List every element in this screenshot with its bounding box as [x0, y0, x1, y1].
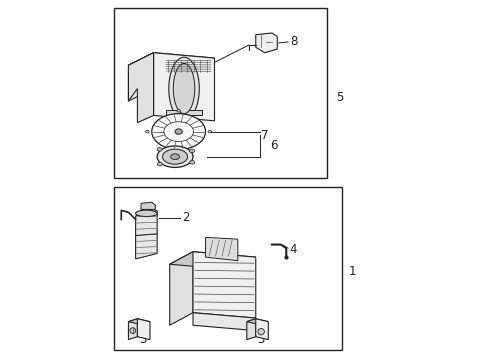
Polygon shape [256, 319, 269, 339]
Ellipse shape [152, 114, 205, 149]
Polygon shape [128, 319, 137, 339]
Text: 1: 1 [349, 265, 357, 278]
Circle shape [130, 328, 136, 333]
Polygon shape [128, 53, 215, 72]
Bar [114, 187, 342, 350]
Polygon shape [153, 53, 215, 121]
Ellipse shape [208, 130, 212, 133]
Polygon shape [128, 53, 153, 101]
Polygon shape [141, 202, 155, 210]
Ellipse shape [190, 149, 195, 153]
Polygon shape [128, 319, 150, 324]
Polygon shape [247, 319, 269, 324]
Text: 4: 4 [290, 243, 297, 256]
Polygon shape [205, 237, 238, 261]
Polygon shape [256, 33, 277, 53]
Text: 6: 6 [270, 139, 278, 152]
Ellipse shape [177, 151, 180, 154]
Polygon shape [137, 319, 150, 339]
Polygon shape [166, 110, 202, 116]
Ellipse shape [157, 146, 193, 167]
Ellipse shape [190, 161, 195, 164]
Polygon shape [128, 53, 153, 123]
Ellipse shape [146, 130, 149, 133]
Polygon shape [193, 252, 256, 318]
Text: 2: 2 [182, 211, 190, 224]
Ellipse shape [177, 109, 180, 112]
Ellipse shape [173, 63, 195, 114]
Text: 3: 3 [257, 333, 265, 346]
Polygon shape [247, 319, 256, 339]
Polygon shape [170, 252, 193, 325]
Ellipse shape [157, 162, 162, 166]
Text: 8: 8 [290, 35, 297, 49]
Ellipse shape [175, 129, 182, 134]
Circle shape [258, 328, 265, 335]
Polygon shape [136, 211, 157, 259]
Text: 7: 7 [261, 129, 269, 142]
Polygon shape [170, 252, 256, 270]
Ellipse shape [169, 57, 199, 120]
Ellipse shape [171, 154, 179, 159]
Ellipse shape [136, 210, 157, 217]
Ellipse shape [163, 149, 188, 164]
Bar [114, 8, 327, 178]
Text: 3: 3 [139, 333, 147, 346]
Polygon shape [193, 313, 256, 330]
Ellipse shape [157, 148, 162, 151]
Text: 5: 5 [337, 91, 344, 104]
